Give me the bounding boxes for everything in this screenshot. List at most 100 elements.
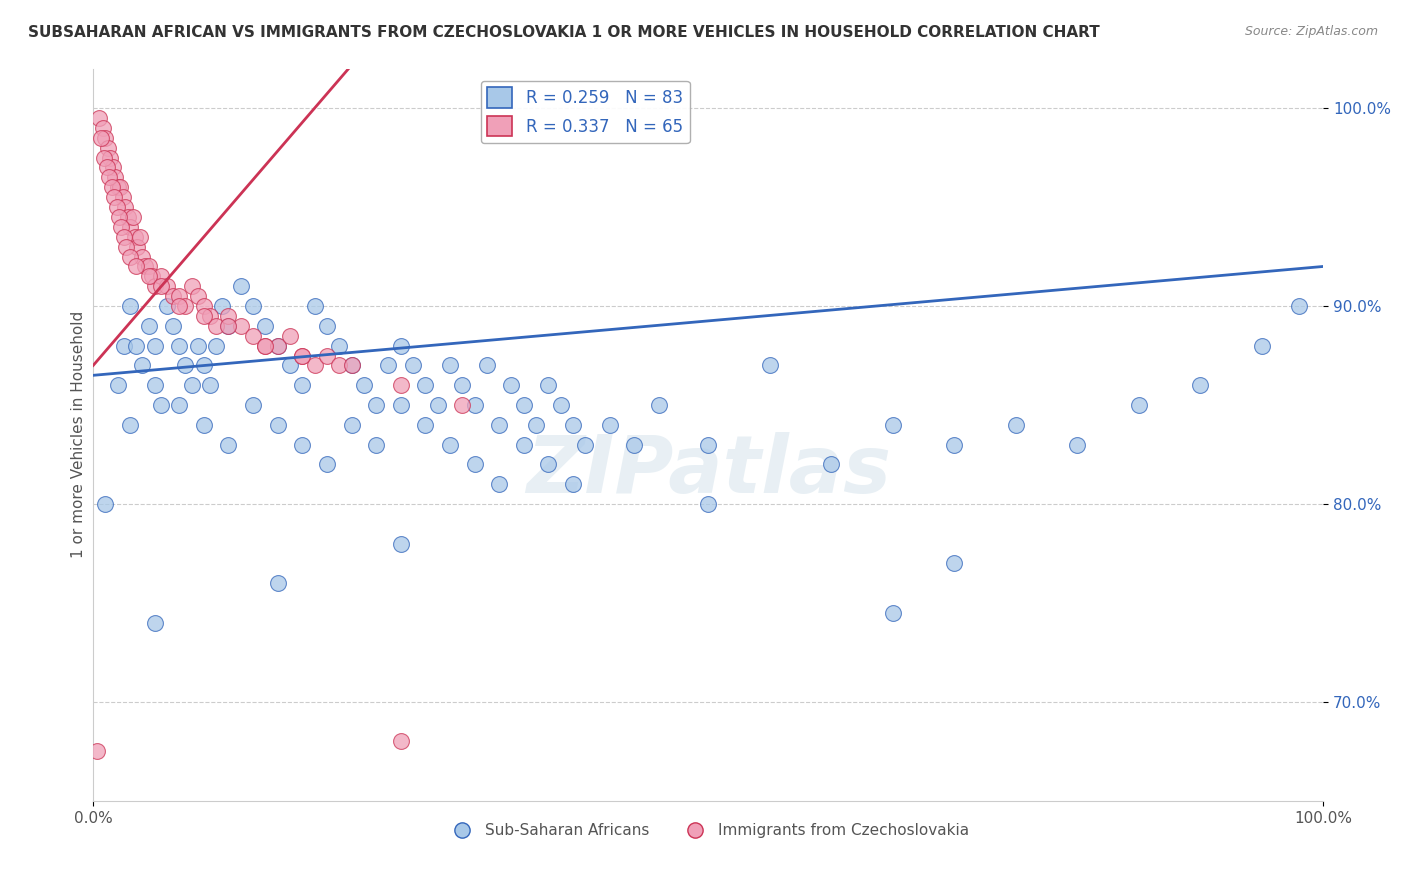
Point: [267, 338, 290, 352]
Point: [127, 240, 149, 254]
Text: ZIPatlas: ZIPatlas: [526, 433, 891, 510]
Point: [120, 219, 142, 234]
Point: [389, 536, 412, 550]
Point: [98, 170, 121, 185]
Point: [340, 359, 363, 373]
Point: [124, 229, 146, 244]
Point: [125, 260, 148, 274]
Point: [316, 458, 339, 472]
Point: [242, 299, 264, 313]
Point: [278, 328, 301, 343]
Point: [193, 359, 215, 373]
Point: [107, 180, 129, 194]
Point: [267, 338, 290, 352]
Point: [291, 378, 314, 392]
Point: [340, 359, 363, 373]
Point: [115, 240, 138, 254]
Point: [413, 378, 436, 392]
Point: [402, 359, 425, 373]
Point: [94, 130, 117, 145]
Text: SUBSAHARAN AFRICAN VS IMMIGRANTS FROM CZECHOSLOVAKIA 1 OR MORE VEHICLES IN HOUSE: SUBSAHARAN AFRICAN VS IMMIGRANTS FROM CZ…: [28, 25, 1099, 40]
Point: [104, 170, 127, 185]
Point: [112, 338, 135, 352]
Point: [291, 349, 314, 363]
Point: [86, 744, 108, 758]
Point: [131, 359, 153, 373]
Point: [439, 359, 461, 373]
Point: [93, 151, 115, 165]
Point: [108, 210, 131, 224]
Point: [89, 111, 111, 125]
Point: [254, 338, 277, 352]
Point: [91, 120, 114, 135]
Point: [1189, 378, 1212, 392]
Point: [169, 398, 191, 412]
Point: [205, 318, 228, 333]
Point: [278, 359, 301, 373]
Point: [198, 309, 221, 323]
Point: [107, 378, 129, 392]
Point: [697, 437, 720, 451]
Point: [882, 606, 904, 620]
Point: [882, 417, 904, 432]
Y-axis label: 1 or more Vehicles in Household: 1 or more Vehicles in Household: [72, 311, 86, 558]
Point: [550, 398, 572, 412]
Text: Source: ZipAtlas.com: Source: ZipAtlas.com: [1244, 25, 1378, 38]
Point: [242, 328, 264, 343]
Point: [162, 289, 184, 303]
Point: [574, 437, 596, 451]
Point: [100, 151, 122, 165]
Point: [149, 398, 172, 412]
Point: [439, 437, 461, 451]
Point: [193, 309, 215, 323]
Point: [413, 417, 436, 432]
Point: [105, 200, 128, 214]
Point: [377, 359, 399, 373]
Point: [120, 299, 142, 313]
Point: [623, 437, 645, 451]
Point: [174, 359, 197, 373]
Point: [149, 279, 172, 293]
Point: [131, 250, 153, 264]
Point: [475, 359, 498, 373]
Point: [218, 318, 240, 333]
Point: [218, 309, 240, 323]
Point: [648, 398, 671, 412]
Point: [389, 734, 412, 748]
Point: [366, 398, 388, 412]
Point: [169, 299, 191, 313]
Point: [180, 378, 202, 392]
Point: [180, 279, 202, 293]
Point: [451, 398, 474, 412]
Point: [561, 477, 583, 491]
Point: [143, 378, 166, 392]
Point: [218, 437, 240, 451]
Point: [129, 229, 152, 244]
Point: [125, 338, 148, 352]
Point: [134, 260, 156, 274]
Point: [174, 299, 197, 313]
Point: [524, 417, 547, 432]
Point: [101, 161, 124, 175]
Legend: Sub-Saharan Africans, Immigrants from Czechoslovakia: Sub-Saharan Africans, Immigrants from Cz…: [441, 817, 976, 845]
Point: [143, 279, 166, 293]
Point: [242, 398, 264, 412]
Point: [1004, 417, 1026, 432]
Point: [463, 458, 485, 472]
Point: [599, 417, 621, 432]
Point: [389, 378, 412, 392]
Point: [97, 141, 120, 155]
Point: [316, 318, 339, 333]
Point: [187, 338, 209, 352]
Point: [1250, 338, 1272, 352]
Point: [389, 338, 412, 352]
Point: [328, 338, 350, 352]
Point: [138, 318, 160, 333]
Point: [112, 229, 135, 244]
Point: [537, 458, 560, 472]
Point: [111, 190, 134, 204]
Point: [156, 279, 179, 293]
Point: [340, 417, 363, 432]
Point: [90, 130, 112, 145]
Point: [218, 318, 240, 333]
